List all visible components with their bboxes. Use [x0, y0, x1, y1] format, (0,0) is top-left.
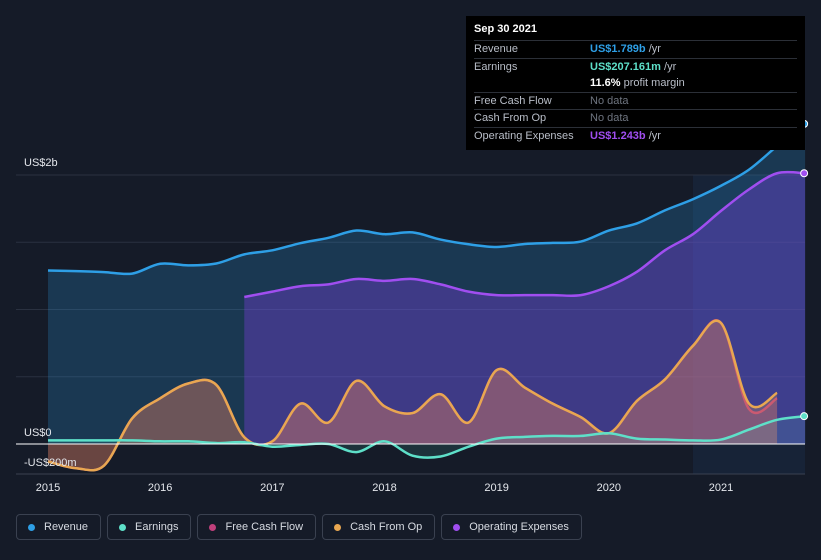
legend-item-revenue[interactable]: Revenue [16, 514, 102, 540]
tooltip-label: Revenue [474, 43, 519, 55]
operating-expenses-end-dot [800, 169, 809, 178]
x-tick-label: 2018 [372, 482, 396, 494]
cash-from-op-line [47, 319, 778, 472]
tooltip-value: US$1.789b /yr [590, 43, 661, 55]
y-tick-label: US$2b [24, 157, 58, 169]
tooltip-label [474, 75, 590, 92]
tooltip-row: Operating Expenses US$1.243b /yr [474, 126, 797, 145]
tooltip-value: No data [590, 112, 629, 125]
tooltip-label: Cash From Op [474, 112, 547, 125]
tooltip: Sep 30 2021 Revenue US$1.789b /yr Earnings… [466, 16, 805, 150]
tooltip-value: 11.6% profit margin [590, 77, 685, 90]
tooltip-label: Free Cash Flow [474, 94, 552, 107]
legend-dot-icon [334, 523, 342, 531]
tooltip-row: Earnings US$207.161m /yr [474, 57, 797, 76]
revenue-line [47, 122, 806, 276]
series-layer [47, 122, 806, 472]
y-axis-labels: US$2b US$0 -US$200m [24, 157, 77, 469]
x-tick-label: 2019 [484, 482, 508, 494]
x-tick-label: 2016 [148, 482, 172, 494]
legend-dot-icon [453, 523, 461, 531]
legend-item-earnings[interactable]: Earnings [107, 514, 192, 540]
earnings-end-dot [800, 412, 809, 421]
legend-label: Revenue [44, 521, 89, 533]
highlight-band [692, 175, 805, 474]
tooltip-label: Earnings [474, 60, 518, 73]
legend-label: Earnings [135, 521, 179, 533]
earnings-area [48, 416, 806, 458]
operating-expenses-area [244, 172, 806, 444]
tooltip-row: Cash From Op No data [474, 109, 797, 127]
gridlines [16, 174, 805, 378]
x-tick-label: 2021 [709, 482, 733, 494]
tooltip-value: US$207.161m /yr [590, 60, 677, 73]
legend-item-cash-from-op[interactable]: Cash From Op [322, 514, 436, 540]
tooltip-date: Sep 30 2021 [474, 23, 537, 35]
y-tick-label: -US$200m [24, 457, 77, 469]
legend-label: Free Cash Flow [225, 521, 304, 533]
y-tick-label: US$0 [24, 427, 52, 439]
legend-label: Cash From Op [350, 521, 423, 533]
legend-label: Operating Expenses [469, 521, 569, 533]
tooltip-row: Free Cash Flow No data [474, 91, 797, 110]
legend-dot-icon [28, 523, 35, 531]
revenue-area [48, 123, 806, 444]
x-axis-labels: 2015 2016 2017 2018 2019 2020 2021 [36, 482, 733, 494]
legend-item-operating-expenses[interactable]: Operating Expenses [441, 514, 582, 540]
cash-from-op-area [48, 320, 778, 471]
tooltip-row: Revenue US$1.789b /yr [474, 40, 797, 58]
x-tick-label: 2017 [260, 482, 284, 494]
tooltip-label: Operating Expenses [474, 129, 574, 142]
x-tick-label: 2015 [36, 482, 60, 494]
tooltip-value: US$1.243b /yr [590, 129, 661, 142]
earnings-line [48, 414, 806, 459]
x-tick-label: 2020 [597, 482, 621, 494]
legend-item-free-cash-flow[interactable]: Free Cash Flow [197, 514, 317, 540]
legend: Revenue Earnings Free Cash Flow Cash From O… [16, 514, 582, 542]
legend-dot-icon [119, 523, 127, 531]
legend-dot-icon [209, 523, 217, 531]
tooltip-row: 11.6% profit margin [474, 75, 797, 92]
operating-expenses-line [244, 170, 806, 299]
tooltip-value: No data [590, 94, 629, 107]
free-cash-flow-area [48, 320, 778, 471]
